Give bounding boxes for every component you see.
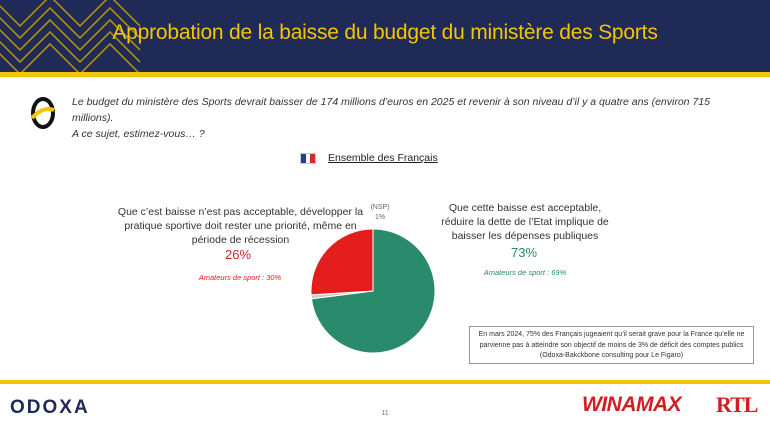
left-answer-pct: 26% [224,247,252,262]
right-answer-text: Que cette baisse est acceptable, réduire… [441,202,609,242]
france-flag-icon [300,152,316,164]
population-label: Ensemble des Français [328,152,438,164]
pie-slice-2 [310,228,374,296]
question-line-2: A ce sujet, estimez-vous… ? [72,128,205,140]
nsp-title: (NSP) [370,204,390,211]
page-title: Approbation de la baisse du budget du mi… [112,21,658,44]
right-answer-pct: 73% [510,245,538,260]
rtl-logo: RTL [716,392,758,417]
decorative-lines [0,0,141,72]
odoxa-logo-icon [30,97,55,129]
winamax-logo: WINAMAX [582,393,682,416]
question-text: Le budget du ministère des Sports devrai… [72,94,752,142]
left-answer-text: Que c’est baisse n’est pas acceptable, d… [117,206,364,246]
pie-chart [310,228,436,354]
right-answer-sub: Amateurs de sport : 69% [483,268,567,277]
page-number: 11 [381,410,389,417]
footer-rule [0,380,770,384]
context-note: En mars 2024, 75% des Français jugeaient… [469,326,754,364]
header-rule [0,72,770,77]
nsp-pct: 1% [374,214,386,221]
odoxa-logo: ODOXA [10,397,90,418]
left-answer-sub: Amateurs de sport : 30% [198,273,282,282]
header-banner: Approbation de la baisse du budget du mi… [0,0,770,72]
population-row: Ensemble des Français [300,151,438,165]
nsp-label: (NSP) 1% [350,203,410,223]
question-line-1: Le budget du ministère des Sports devrai… [72,96,710,124]
